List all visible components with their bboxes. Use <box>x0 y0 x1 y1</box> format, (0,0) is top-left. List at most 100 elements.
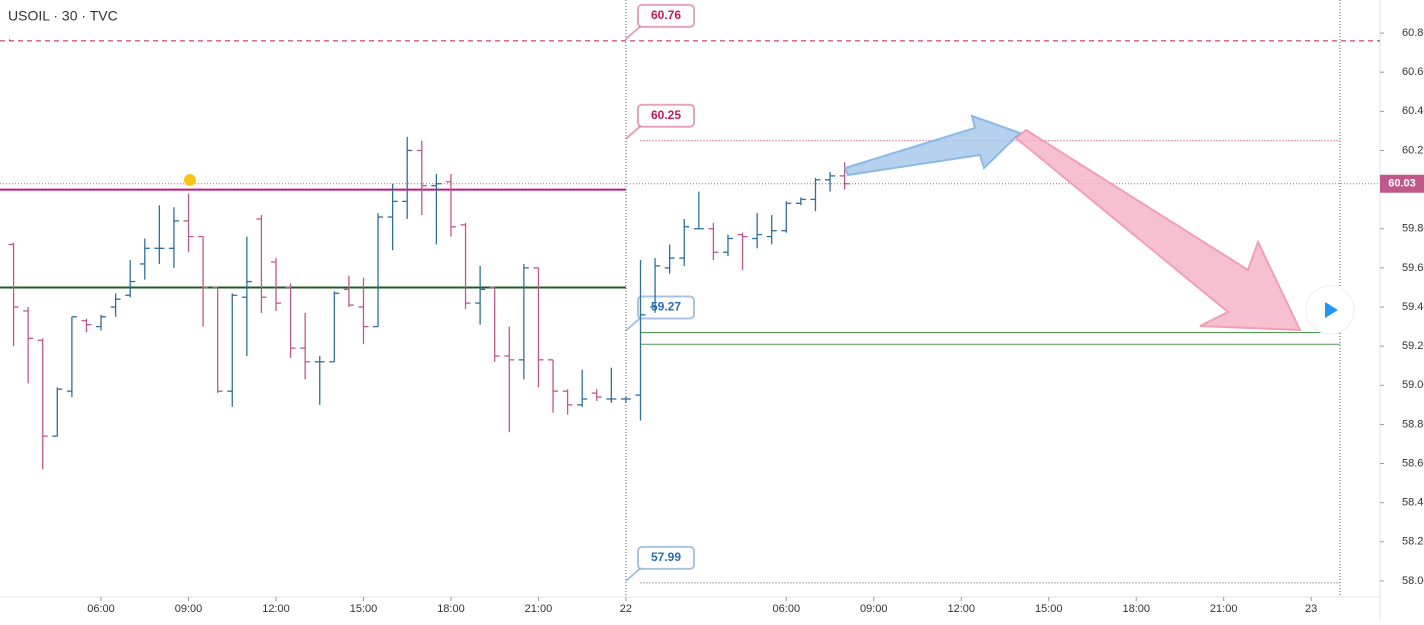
ohlc-bar <box>606 367 617 403</box>
x-tick-label: 15:00 <box>1035 603 1063 615</box>
ohlc-bar <box>825 171 836 192</box>
ohlc-bar <box>504 326 515 433</box>
y-tick-label: 60.40 <box>1402 105 1424 117</box>
ohlc-bar <box>489 286 500 362</box>
play-icon <box>1325 302 1338 318</box>
callout-box <box>637 3 695 28</box>
x-tick-label: 15:00 <box>350 603 378 615</box>
ohlc-bar <box>183 193 194 253</box>
ohlc-bar <box>81 318 92 333</box>
y-tick-label: 59.20 <box>1402 340 1424 352</box>
legend-dot: · <box>8 35 11 46</box>
callout-pointer <box>625 24 643 40</box>
ohlc-bar <box>416 140 427 216</box>
bars <box>8 136 850 470</box>
ohlc-bar <box>591 389 602 401</box>
y-tick-label: 59.80 <box>1402 223 1424 235</box>
x-tick-label: 12:00 <box>262 603 290 615</box>
y-tick-label: 58.20 <box>1402 536 1424 548</box>
ohlc-bar <box>766 215 777 245</box>
ohlc-bar <box>518 263 529 380</box>
ohlc-bar <box>577 369 588 407</box>
last-price-tag <box>1380 174 1424 193</box>
x-tick-label: 12:00 <box>947 603 975 615</box>
callout-label: 60.76 <box>651 8 681 22</box>
callout-label: 57.99 <box>651 550 681 564</box>
event-marker[interactable] <box>184 174 196 186</box>
ohlc-bar <box>227 293 238 407</box>
ohlc-bar <box>37 338 48 470</box>
ohlc-bar <box>475 265 486 325</box>
x-tick-label: 21:00 <box>525 603 553 615</box>
ohlc-bar <box>343 275 354 308</box>
ohlc-bar <box>139 238 150 280</box>
ohlc-bar <box>256 215 267 313</box>
ohlc-bar <box>241 236 252 356</box>
callout-box <box>637 545 695 570</box>
down-arrow-drawing <box>1014 128 1302 332</box>
ohlc-bar <box>445 173 456 237</box>
y-tick-label: 58.60 <box>1402 457 1424 469</box>
ohlc-bar <box>708 222 719 261</box>
ohlc-bar <box>387 183 398 251</box>
x-tick-label: 09:00 <box>860 603 888 615</box>
ohlc-bar <box>693 191 704 230</box>
y-tick-label: 60.60 <box>1402 66 1424 78</box>
ohlc-bar <box>168 207 179 268</box>
callout-pointer <box>625 566 643 582</box>
ohlc-bar <box>839 162 850 190</box>
chart-title: USOIL · 30 · TVC <box>8 8 118 24</box>
ohlc-bar <box>650 258 661 313</box>
ohlc-bar <box>810 177 821 212</box>
callout-label: 59.27 <box>651 300 681 314</box>
ohlc-bar <box>66 316 77 398</box>
x-tick-label: 06:00 <box>773 603 801 615</box>
ohlc-bar <box>431 173 442 245</box>
x-tick-label: 18:00 <box>1122 603 1150 615</box>
y-tick-label: 58.40 <box>1402 497 1424 509</box>
ohlc-bar <box>737 232 748 270</box>
ohlc-bar <box>679 218 690 266</box>
x-tick-label: 09:00 <box>175 603 203 615</box>
ohlc-bar <box>110 293 121 317</box>
ohlc-bar <box>620 397 631 403</box>
y-tick-label: 60.20 <box>1402 144 1424 156</box>
x-tick-label: 21:00 <box>1210 603 1238 615</box>
y-tick-label: 59.40 <box>1402 301 1424 313</box>
ohlc-bar <box>460 222 471 309</box>
callout-pointer <box>625 123 643 140</box>
ohlc-bar <box>402 136 413 219</box>
ohlc-bar <box>314 355 325 405</box>
ohlc-bar <box>198 235 209 327</box>
ohlc-bar <box>635 260 646 421</box>
last-price-label: 60.03 <box>1388 178 1416 190</box>
ohlc-bar <box>781 201 792 233</box>
ohlc-bar <box>358 277 369 345</box>
up-arrow-drawing <box>843 114 1022 177</box>
y-tick-label: 59.00 <box>1402 379 1424 391</box>
ohlc-bar <box>154 205 165 264</box>
y-tick-label: 58.00 <box>1402 575 1424 587</box>
ohlc-bar <box>285 283 296 358</box>
ohlc-bar <box>23 307 34 384</box>
ohlc-bar <box>300 312 311 380</box>
ohlc-bar <box>212 286 223 394</box>
ohlc-bar <box>548 359 559 413</box>
ohlc-bar <box>271 258 281 311</box>
ohlc-bar <box>125 260 136 298</box>
ohlc-bar <box>752 213 763 249</box>
ohlc-bar <box>96 314 107 331</box>
ohlc-bar <box>329 291 340 363</box>
y-tick-label: 59.60 <box>1402 262 1424 274</box>
ohlc-bar <box>562 389 573 415</box>
ohlc-bar <box>795 197 806 206</box>
ohlc-bar <box>533 267 544 388</box>
x-tick-label: 22 <box>620 603 632 615</box>
ohlc-bar <box>664 244 675 274</box>
y-tick-label: 58.80 <box>1402 418 1424 430</box>
callout-pointer <box>625 315 643 332</box>
callout-box <box>637 103 695 128</box>
ohlc-bar <box>52 387 63 437</box>
